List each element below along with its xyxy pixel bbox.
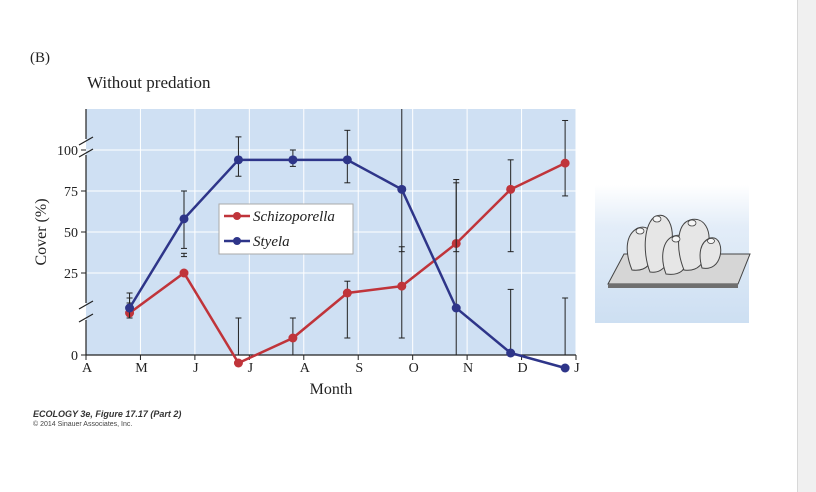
data-point-schizoporella	[288, 333, 298, 343]
siphon-4	[687, 219, 697, 227]
x-axis-label: Month	[310, 381, 353, 398]
series-schizoporella	[125, 119, 570, 368]
sea-squirt-5	[699, 237, 722, 269]
y-tick-label: 75	[64, 185, 78, 200]
figure-credit: ECOLOGY 3e, Figure 17.17 (Part 2)	[33, 409, 181, 419]
data-point-schizoporella	[342, 288, 352, 298]
axis-break-mark	[78, 313, 94, 323]
axis-break-mark	[78, 136, 94, 146]
data-point-styela	[397, 184, 407, 194]
data-point-schizoporella	[560, 158, 570, 168]
series-layer	[125, 109, 570, 373]
data-point-styela	[451, 303, 461, 313]
siphon-2	[652, 215, 662, 223]
legend-label-schizoporella: Schizoporella	[253, 209, 335, 225]
legend-label-styela: Styela	[253, 234, 290, 250]
axis-break-mark	[78, 148, 94, 158]
x-tick-label: A	[82, 361, 93, 376]
x-tick-label: D	[517, 361, 527, 376]
axis-break-mark	[78, 300, 94, 310]
data-point-schizoporella	[397, 281, 407, 291]
chart-title: Without predation	[87, 73, 211, 92]
series-styela	[125, 109, 570, 373]
data-point-styela	[560, 363, 570, 373]
panel-label: (B)	[30, 50, 50, 66]
data-point-schizoporella	[233, 358, 243, 368]
data-point-styela	[288, 155, 298, 165]
ascidian-colony-illustration	[595, 185, 751, 323]
data-point-styela	[342, 155, 352, 165]
y-axis-ticks: 0 25 50 75 100	[57, 144, 86, 364]
x-tick-label: S	[355, 361, 363, 376]
window-scrollbar[interactable]	[797, 0, 816, 492]
legend-marker-styela	[233, 237, 241, 245]
siphon-1	[635, 227, 645, 235]
siphon-3	[671, 235, 681, 243]
legend-marker-schizoporella	[233, 212, 241, 220]
x-tick-label: J	[193, 361, 199, 376]
data-point-schizoporella	[506, 184, 516, 194]
x-tick-label: N	[463, 361, 473, 376]
copyright-line: © 2014 Sinauer Associates, Inc.	[33, 420, 132, 428]
plate-edge	[608, 284, 738, 288]
y-axis-label: Cover (%)	[33, 198, 50, 265]
x-tick-label: A	[300, 361, 311, 376]
y-tick-label: 100	[57, 144, 78, 159]
data-point-styela	[125, 303, 135, 313]
y-tick-label: 0	[71, 349, 78, 364]
x-tick-label: J	[248, 361, 254, 376]
y-tick-label: 25	[64, 267, 78, 282]
axes	[78, 109, 576, 356]
data-point-styela	[233, 155, 243, 165]
siphon-5	[707, 238, 715, 244]
y-tick-label: 50	[64, 226, 78, 241]
x-tick-label: O	[409, 361, 419, 376]
data-point-styela	[506, 348, 516, 358]
legend: Schizoporella Styela	[218, 203, 354, 255]
data-point-styela	[179, 214, 189, 224]
legend-box	[218, 203, 354, 255]
figure-canvas: (B) Without predation 0 25 50 75 100 A M J J A S O…	[30, 50, 751, 428]
data-point-schizoporella	[179, 268, 189, 278]
x-tick-label: M	[135, 361, 148, 376]
x-tick-label: J	[574, 361, 580, 376]
